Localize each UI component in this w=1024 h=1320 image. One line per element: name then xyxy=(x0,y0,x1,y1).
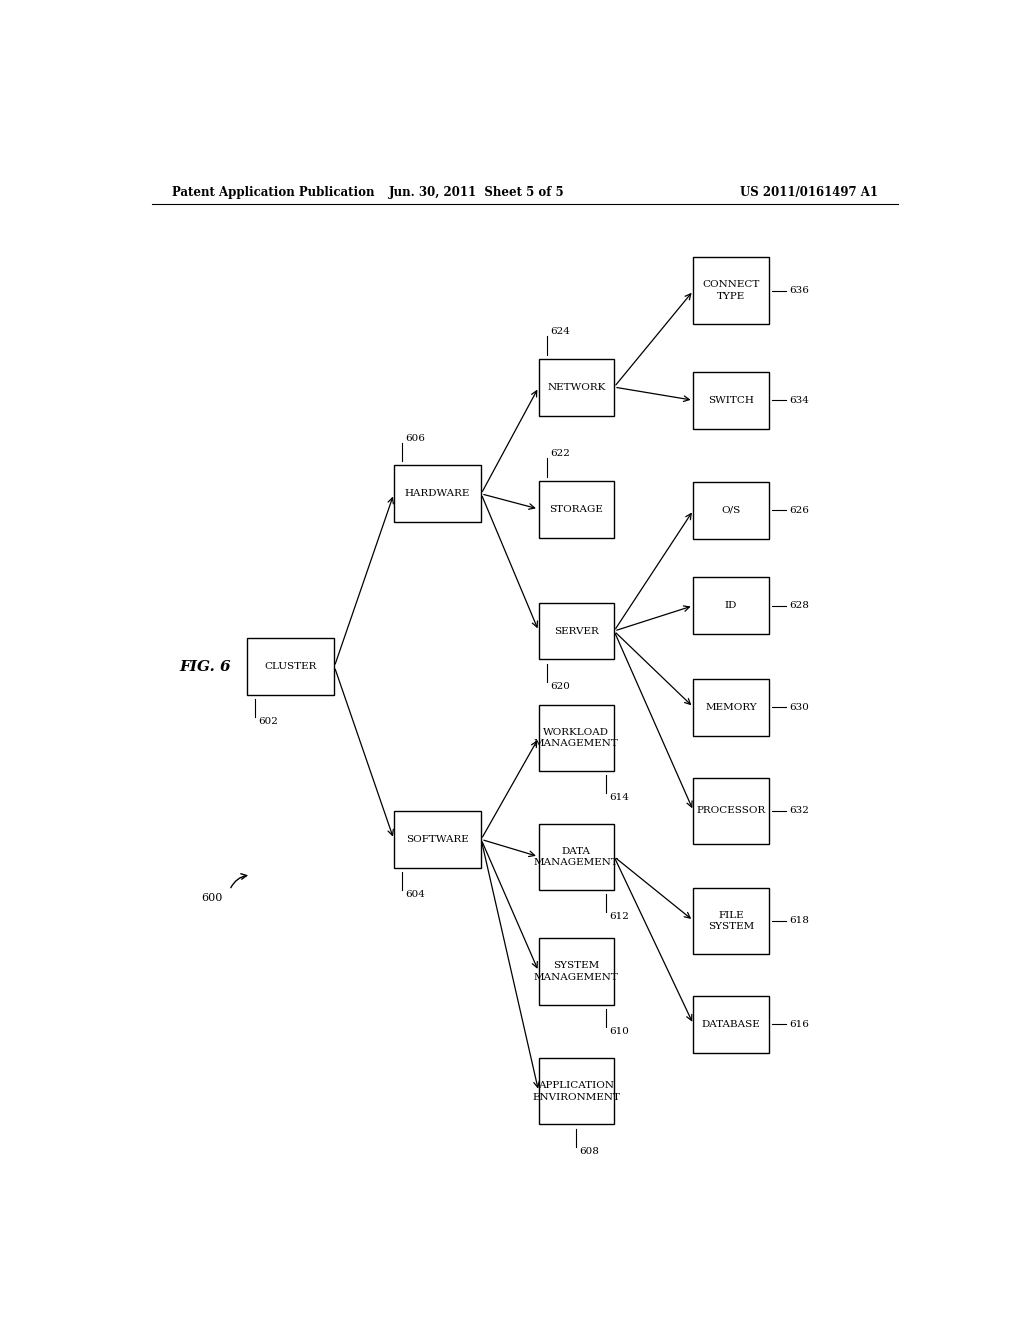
Text: 614: 614 xyxy=(609,793,629,803)
Text: US 2011/0161497 A1: US 2011/0161497 A1 xyxy=(740,186,878,199)
Text: HARDWARE: HARDWARE xyxy=(404,490,470,499)
Text: 636: 636 xyxy=(790,286,809,296)
Text: APPLICATION
ENVIRONMENT: APPLICATION ENVIRONMENT xyxy=(532,1081,621,1101)
Bar xyxy=(539,939,614,1005)
Text: 620: 620 xyxy=(550,682,569,690)
Bar xyxy=(247,638,334,696)
Text: 634: 634 xyxy=(790,396,809,405)
Text: 632: 632 xyxy=(790,807,809,816)
Text: 630: 630 xyxy=(790,702,809,711)
Text: 618: 618 xyxy=(790,916,809,925)
Text: 604: 604 xyxy=(404,890,425,899)
Text: MEMORY: MEMORY xyxy=(706,702,757,711)
Text: O/S: O/S xyxy=(722,506,740,515)
Bar xyxy=(539,602,614,660)
Text: SOFTWARE: SOFTWARE xyxy=(407,834,469,843)
Text: ID: ID xyxy=(725,601,737,610)
Bar xyxy=(539,1059,614,1125)
Text: 606: 606 xyxy=(404,434,425,444)
Text: STORAGE: STORAGE xyxy=(550,504,603,513)
Bar xyxy=(539,480,614,537)
Text: 624: 624 xyxy=(550,327,569,337)
Text: CONNECT
TYPE: CONNECT TYPE xyxy=(702,280,760,301)
Bar xyxy=(693,372,769,429)
Text: CLUSTER: CLUSTER xyxy=(264,663,316,671)
Text: 628: 628 xyxy=(790,601,809,610)
Bar xyxy=(693,995,769,1053)
Bar xyxy=(693,777,769,843)
Text: DATABASE: DATABASE xyxy=(701,1020,761,1028)
Text: PROCESSOR: PROCESSOR xyxy=(696,807,766,816)
Text: 610: 610 xyxy=(609,1027,629,1036)
Bar xyxy=(539,824,614,890)
Text: 612: 612 xyxy=(609,912,629,921)
Text: 622: 622 xyxy=(550,449,569,458)
Bar xyxy=(693,482,769,539)
Bar xyxy=(539,359,614,416)
Text: 616: 616 xyxy=(790,1020,809,1028)
Text: SERVER: SERVER xyxy=(554,627,599,635)
Text: NETWORK: NETWORK xyxy=(547,383,605,392)
Text: SYSTEM
MANAGEMENT: SYSTEM MANAGEMENT xyxy=(534,961,618,982)
Text: SWITCH: SWITCH xyxy=(709,396,754,405)
Text: WORKLOAD
MANAGEMENT: WORKLOAD MANAGEMENT xyxy=(534,727,618,748)
Bar xyxy=(693,887,769,954)
Text: Patent Application Publication: Patent Application Publication xyxy=(172,186,374,199)
Text: FIG. 6: FIG. 6 xyxy=(179,660,231,673)
Text: 602: 602 xyxy=(258,718,279,726)
Text: Jun. 30, 2011  Sheet 5 of 5: Jun. 30, 2011 Sheet 5 of 5 xyxy=(389,186,565,199)
Text: 608: 608 xyxy=(580,1147,599,1156)
Text: 600: 600 xyxy=(201,894,222,903)
Bar xyxy=(693,678,769,735)
Bar xyxy=(693,577,769,634)
Bar xyxy=(693,257,769,323)
Text: DATA
MANAGEMENT: DATA MANAGEMENT xyxy=(534,846,618,867)
Text: 626: 626 xyxy=(790,506,809,515)
Bar xyxy=(394,810,481,867)
Bar xyxy=(539,705,614,771)
Text: FILE
SYSTEM: FILE SYSTEM xyxy=(708,911,755,931)
Bar xyxy=(394,466,481,523)
